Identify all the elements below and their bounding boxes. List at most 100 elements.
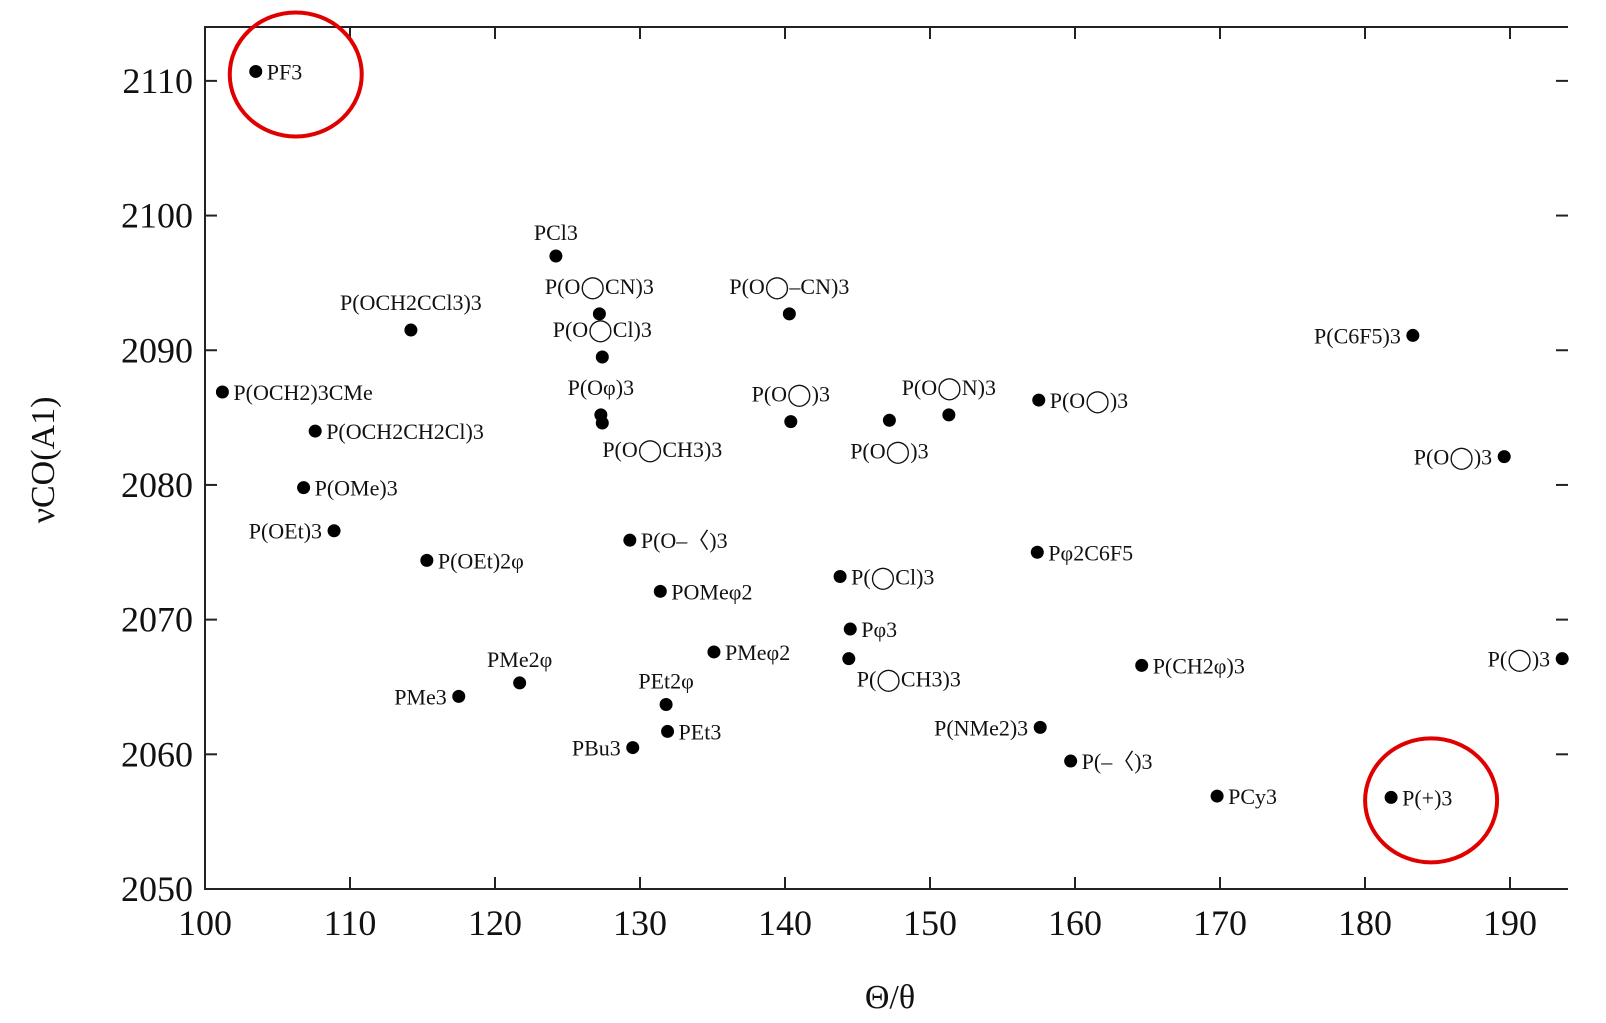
point-label: P(◯CH3)3 xyxy=(857,667,961,693)
data-point-group: Pφ2C6F5 xyxy=(1030,540,1133,565)
data-point xyxy=(249,64,263,78)
x-tick-label: 160 xyxy=(1048,903,1102,943)
data-point-group: P(O◯CH3)3 xyxy=(595,416,722,463)
x-tick-label: 170 xyxy=(1193,903,1247,943)
y-tick-label: 2100 xyxy=(121,196,193,236)
data-point-group: PCl3 xyxy=(534,220,578,263)
highlight-circles xyxy=(227,10,1500,865)
data-point-group: P(OMe)3 xyxy=(297,476,398,501)
data-point-group: P(O◯–CN)3 xyxy=(729,274,849,321)
data-point-group: P(OCH2CH2Cl)3 xyxy=(308,419,484,444)
data-point-group: P(O◯N)3 xyxy=(902,375,996,422)
data-point xyxy=(1210,789,1224,803)
y-axis-title: νCO(A1) xyxy=(25,397,62,524)
point-label: PF3 xyxy=(267,59,302,84)
point-label: P(C6F5)3 xyxy=(1314,323,1401,348)
x-tick-label: 120 xyxy=(468,903,522,943)
data-point xyxy=(626,741,640,755)
data-point xyxy=(1030,545,1044,559)
plot-frame-path xyxy=(204,26,1568,890)
point-label: P(OCH2)3CMe xyxy=(233,380,372,405)
point-label: P(OCH2CCl3)3 xyxy=(340,290,482,315)
point-label: P(O◯)3 xyxy=(752,382,830,408)
data-point xyxy=(1135,658,1149,672)
data-point-group: P(CH2φ)3 xyxy=(1135,653,1245,678)
data-point xyxy=(833,570,847,584)
data-point xyxy=(452,689,466,703)
point-label: P(O◯Cl)3 xyxy=(553,317,652,343)
data-point xyxy=(653,584,667,598)
data-point xyxy=(420,553,434,567)
x-tick-label: 140 xyxy=(758,903,812,943)
point-label: P(◯)3 xyxy=(1488,647,1551,673)
data-point xyxy=(592,307,606,321)
data-point xyxy=(842,652,856,666)
point-label: P(OMe)3 xyxy=(315,476,398,501)
point-label: P(O◯N)3 xyxy=(902,375,996,401)
data-point xyxy=(1555,652,1569,666)
y-tick-label: 2080 xyxy=(121,465,193,505)
data-point xyxy=(513,676,527,690)
y-tick-label: 2050 xyxy=(121,869,193,909)
data-point-group: PCy3 xyxy=(1210,784,1277,809)
point-label: P(O◯)3 xyxy=(1050,388,1128,414)
data-point-group: P(–〈)3 xyxy=(1064,749,1153,774)
data-point-group: POMeφ2 xyxy=(653,579,752,604)
data-point-group: P(◯CH3)3 xyxy=(842,652,961,693)
data-point-group: PEt3 xyxy=(661,719,721,744)
highlight-circle xyxy=(227,10,364,139)
data-point-group: PEt2φ xyxy=(638,668,694,711)
data-point xyxy=(661,724,675,738)
data-point xyxy=(1032,393,1046,407)
data-point-group: P(O◯Cl)3 xyxy=(553,317,652,364)
data-point-group: P(Oφ)3 xyxy=(568,375,634,422)
point-label: PEt2φ xyxy=(638,668,693,693)
data-point xyxy=(1033,720,1047,734)
data-point xyxy=(595,350,609,364)
data-point xyxy=(843,622,857,636)
data-point-group: P(C6F5)3 xyxy=(1314,323,1420,348)
point-label: P(OCH2CH2Cl)3 xyxy=(326,419,484,444)
x-tick-label: 180 xyxy=(1338,903,1392,943)
point-label: PMe2φ xyxy=(487,647,552,672)
data-point xyxy=(327,524,341,538)
data-point-group: P(OCH2)3CMe xyxy=(215,380,373,405)
data-point-group: PMe2φ xyxy=(487,647,552,690)
data-point-group: P(O◯)3 xyxy=(752,382,830,429)
point-label: Pφ2C6F5 xyxy=(1048,540,1133,565)
point-label: PEt3 xyxy=(679,719,722,744)
data-point-group: P(◯)3 xyxy=(1488,647,1569,673)
data-points: PF3 PCl3 P(OCH2CCl3)3 P(O◯CN)3 P(O◯Cl)3 P(O◯–… xyxy=(215,59,1569,810)
x-tick-label: 190 xyxy=(1483,903,1537,943)
data-point-group: PF3 xyxy=(249,59,302,84)
point-label: P(◯Cl)3 xyxy=(851,565,934,591)
data-point xyxy=(308,424,322,438)
data-point-group: PMe3 xyxy=(394,684,466,709)
data-point xyxy=(595,416,609,430)
point-label: P(O◯)3 xyxy=(850,438,928,464)
data-point xyxy=(784,415,798,429)
data-point xyxy=(942,408,956,422)
point-label: P(OEt)3 xyxy=(249,519,322,544)
point-label: Pφ3 xyxy=(861,617,897,642)
point-label: PMeφ2 xyxy=(725,640,790,665)
x-axis-title: Θ/θ xyxy=(865,979,915,1016)
data-point xyxy=(1497,450,1511,464)
point-label: PMe3 xyxy=(394,684,447,709)
point-label: P(O◯CH3)3 xyxy=(602,437,722,463)
data-point-group: P(NMe2)3 xyxy=(934,715,1047,740)
point-label: P(O◯CN)3 xyxy=(545,274,654,300)
plot-frame xyxy=(204,26,1568,890)
y-tick-label: 2090 xyxy=(121,330,193,370)
data-point xyxy=(549,249,563,263)
data-point xyxy=(707,645,721,659)
data-point-group: P(O–〈)3 xyxy=(623,528,728,553)
data-point-group: P(OCH2CCl3)3 xyxy=(340,290,482,337)
x-tick-label: 150 xyxy=(903,903,957,943)
point-label: PCy3 xyxy=(1228,784,1277,809)
point-label: P(O–〈)3 xyxy=(641,528,728,553)
data-point xyxy=(782,307,796,321)
data-point-group: PBu3 xyxy=(572,736,640,761)
data-point xyxy=(1406,328,1420,342)
